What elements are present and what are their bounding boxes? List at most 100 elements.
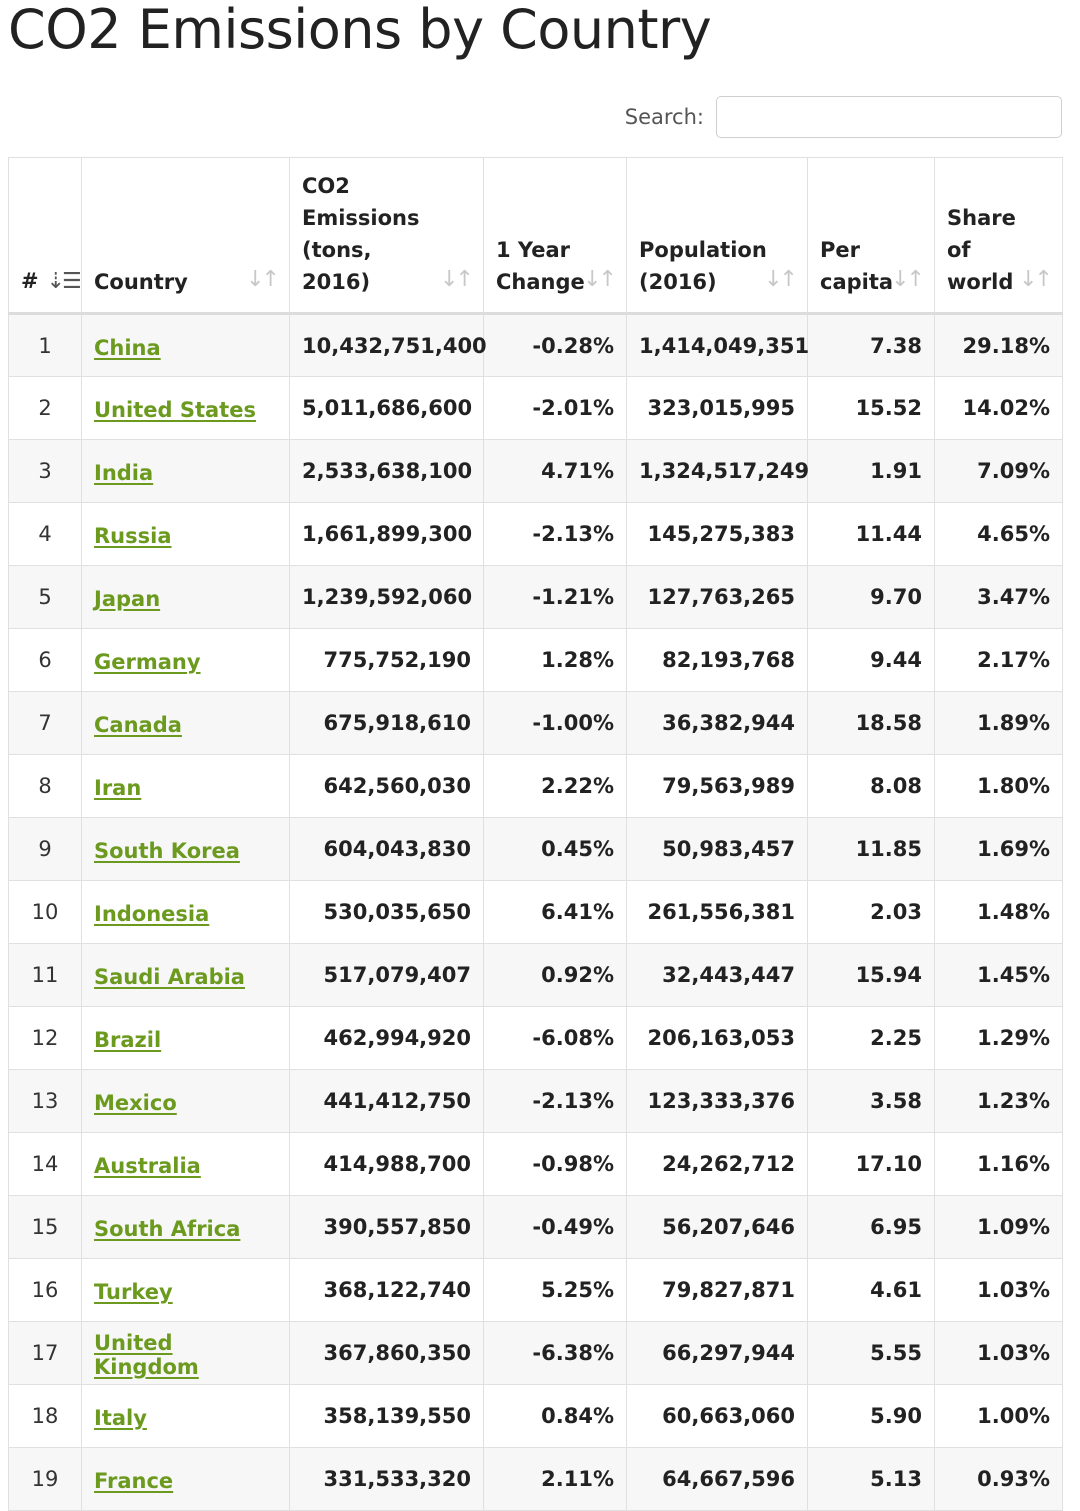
country-link[interactable]: United Kingdom [94, 1331, 199, 1379]
population-cell: 1,414,049,351 [626, 313, 809, 377]
table-row: 12 Brazil 462,994,920 -6.08% 206,163,053 2.25… [8, 1006, 1063, 1070]
country-link[interactable]: India [94, 461, 154, 485]
column-header-label: 1 Year Change [496, 238, 585, 294]
population-cell: 145,275,383 [626, 502, 808, 566]
share-cell: 3.47% [934, 565, 1063, 629]
country-cell: United States [81, 376, 290, 440]
country-cell: Indonesia [81, 880, 290, 944]
country-link[interactable]: United States [94, 398, 256, 422]
change-cell: -1.21% [483, 565, 627, 629]
table-row: 5 Japan 1,239,592,060 -1.21% 127,763,265 9.70… [8, 565, 1063, 629]
share-cell: 1.48% [934, 880, 1063, 944]
share-cell: 1.03% [934, 1258, 1063, 1322]
country-link[interactable]: Indonesia [94, 902, 210, 926]
column-header-population[interactable]: Population (2016) ↓↑ [626, 157, 808, 315]
rank-cell: 5 [8, 565, 82, 629]
sort-icon[interactable]: ↓↑ [583, 267, 617, 292]
country-cell: India [81, 439, 290, 503]
sort-icon[interactable]: ↓↑ [764, 267, 798, 292]
country-link[interactable]: Mexico [94, 1091, 177, 1115]
country-cell: Japan [81, 565, 290, 629]
change-cell: 2.22% [483, 754, 627, 818]
emissions-cell: 441,412,750 [289, 1069, 484, 1133]
country-link[interactable]: Russia [94, 524, 172, 548]
per-capita-cell: 4.61 [807, 1258, 935, 1322]
share-cell: 1.89% [934, 691, 1063, 755]
country-link[interactable]: Turkey [94, 1280, 173, 1304]
country-link[interactable]: Australia [94, 1154, 201, 1178]
country-link[interactable]: Germany [94, 650, 201, 674]
column-header-rank[interactable]: # ⇣☰ [8, 157, 82, 315]
country-cell: Russia [81, 502, 290, 566]
change-cell: -2.13% [483, 1069, 627, 1133]
table-row: 19 France 331,533,320 2.11% 64,667,596 5.13 0.… [8, 1447, 1063, 1511]
country-link[interactable]: Canada [94, 713, 182, 737]
table-row: 8 Iran 642,560,030 2.22% 79,563,989 8.08 1.80% [8, 754, 1063, 818]
emissions-cell: 1,661,899,300 [289, 502, 484, 566]
column-header-share[interactable]: Share of world ↓↑ [934, 157, 1063, 315]
population-cell: 56,207,646 [626, 1195, 808, 1259]
rank-cell: 14 [8, 1132, 82, 1196]
country-link[interactable]: South Africa [94, 1217, 241, 1241]
country-link[interactable]: China [94, 335, 161, 360]
population-cell: 82,193,768 [626, 628, 808, 692]
sort-icon[interactable]: ↓↑ [891, 267, 925, 292]
rank-cell: 12 [8, 1006, 82, 1070]
emissions-cell: 2,533,638,100 [289, 439, 484, 503]
country-cell: China [81, 313, 290, 377]
country-cell: France [81, 1447, 290, 1511]
change-cell: 6.41% [483, 880, 627, 944]
search-input[interactable] [716, 96, 1062, 138]
column-header-emissions[interactable]: CO2 Emissions (tons, 2016) ↓↑ [289, 157, 484, 315]
per-capita-cell: 11.44 [807, 502, 935, 566]
column-header-label: CO2 Emissions (tons, 2016) [302, 174, 420, 294]
share-cell: 1.80% [934, 754, 1063, 818]
sort-icon[interactable]: ↓↑ [246, 267, 280, 292]
emissions-cell: 642,560,030 [289, 754, 484, 818]
column-header-country[interactable]: Country ↓↑ [81, 157, 290, 315]
sort-icon[interactable]: ↓↑ [1019, 267, 1053, 292]
share-cell: 1.69% [934, 817, 1063, 881]
change-cell: 0.92% [483, 943, 627, 1007]
country-link[interactable]: France [94, 1469, 174, 1493]
per-capita-cell: 8.08 [807, 754, 935, 818]
column-header-label: # [21, 269, 39, 293]
emissions-cell: 517,079,407 [289, 943, 484, 1007]
per-capita-cell: 9.70 [807, 565, 935, 629]
share-cell: 7.09% [934, 439, 1063, 503]
country-link[interactable]: Brazil [94, 1028, 162, 1052]
emissions-cell: 604,043,830 [289, 817, 484, 881]
population-cell: 36,382,944 [626, 691, 808, 755]
table-row: 15 South Africa 390,557,850 -0.49% 56,207,64… [8, 1195, 1063, 1259]
country-cell: Italy [81, 1384, 290, 1448]
population-cell: 123,333,376 [626, 1069, 808, 1133]
country-cell: Canada [81, 691, 290, 755]
change-cell: -6.38% [483, 1321, 627, 1385]
country-link[interactable]: Saudi Arabia [94, 965, 245, 989]
country-cell: Germany [81, 628, 290, 692]
column-header-label: Per capita [820, 238, 894, 294]
sort-icon[interactable]: ↓↑ [440, 267, 474, 292]
rank-cell: 8 [8, 754, 82, 818]
sort-descending-icon[interactable]: ⇣☰ [46, 269, 82, 294]
table-row: 17 United Kingdom 367,860,350 -6.38% 66,297,… [8, 1321, 1063, 1385]
rank-cell: 9 [8, 817, 82, 881]
column-header-per-capita[interactable]: Per capita ↓↑ [807, 157, 935, 315]
population-cell: 79,827,871 [626, 1258, 808, 1322]
country-link[interactable]: Iran [94, 776, 142, 800]
country-link[interactable]: South Korea [94, 839, 240, 863]
population-cell: 64,667,596 [626, 1447, 808, 1511]
rank-cell: 17 [8, 1321, 82, 1385]
country-link[interactable]: Italy [94, 1406, 147, 1430]
per-capita-cell: 2.03 [807, 880, 935, 944]
page-title: CO2 Emissions by Country [8, 0, 712, 61]
per-capita-cell: 15.52 [807, 376, 935, 440]
change-cell: 0.84% [483, 1384, 627, 1448]
country-cell: South Africa [81, 1195, 290, 1259]
rank-cell: 7 [8, 691, 82, 755]
column-header-change[interactable]: 1 Year Change ↓↑ [483, 157, 627, 315]
table-header-row: # ⇣☰ Country ↓↑ CO2 Emissions (tons, 2016)… [8, 157, 1063, 315]
share-cell: 14.02% [934, 376, 1063, 440]
country-link[interactable]: Japan [94, 587, 161, 611]
rank-cell: 2 [8, 376, 82, 440]
